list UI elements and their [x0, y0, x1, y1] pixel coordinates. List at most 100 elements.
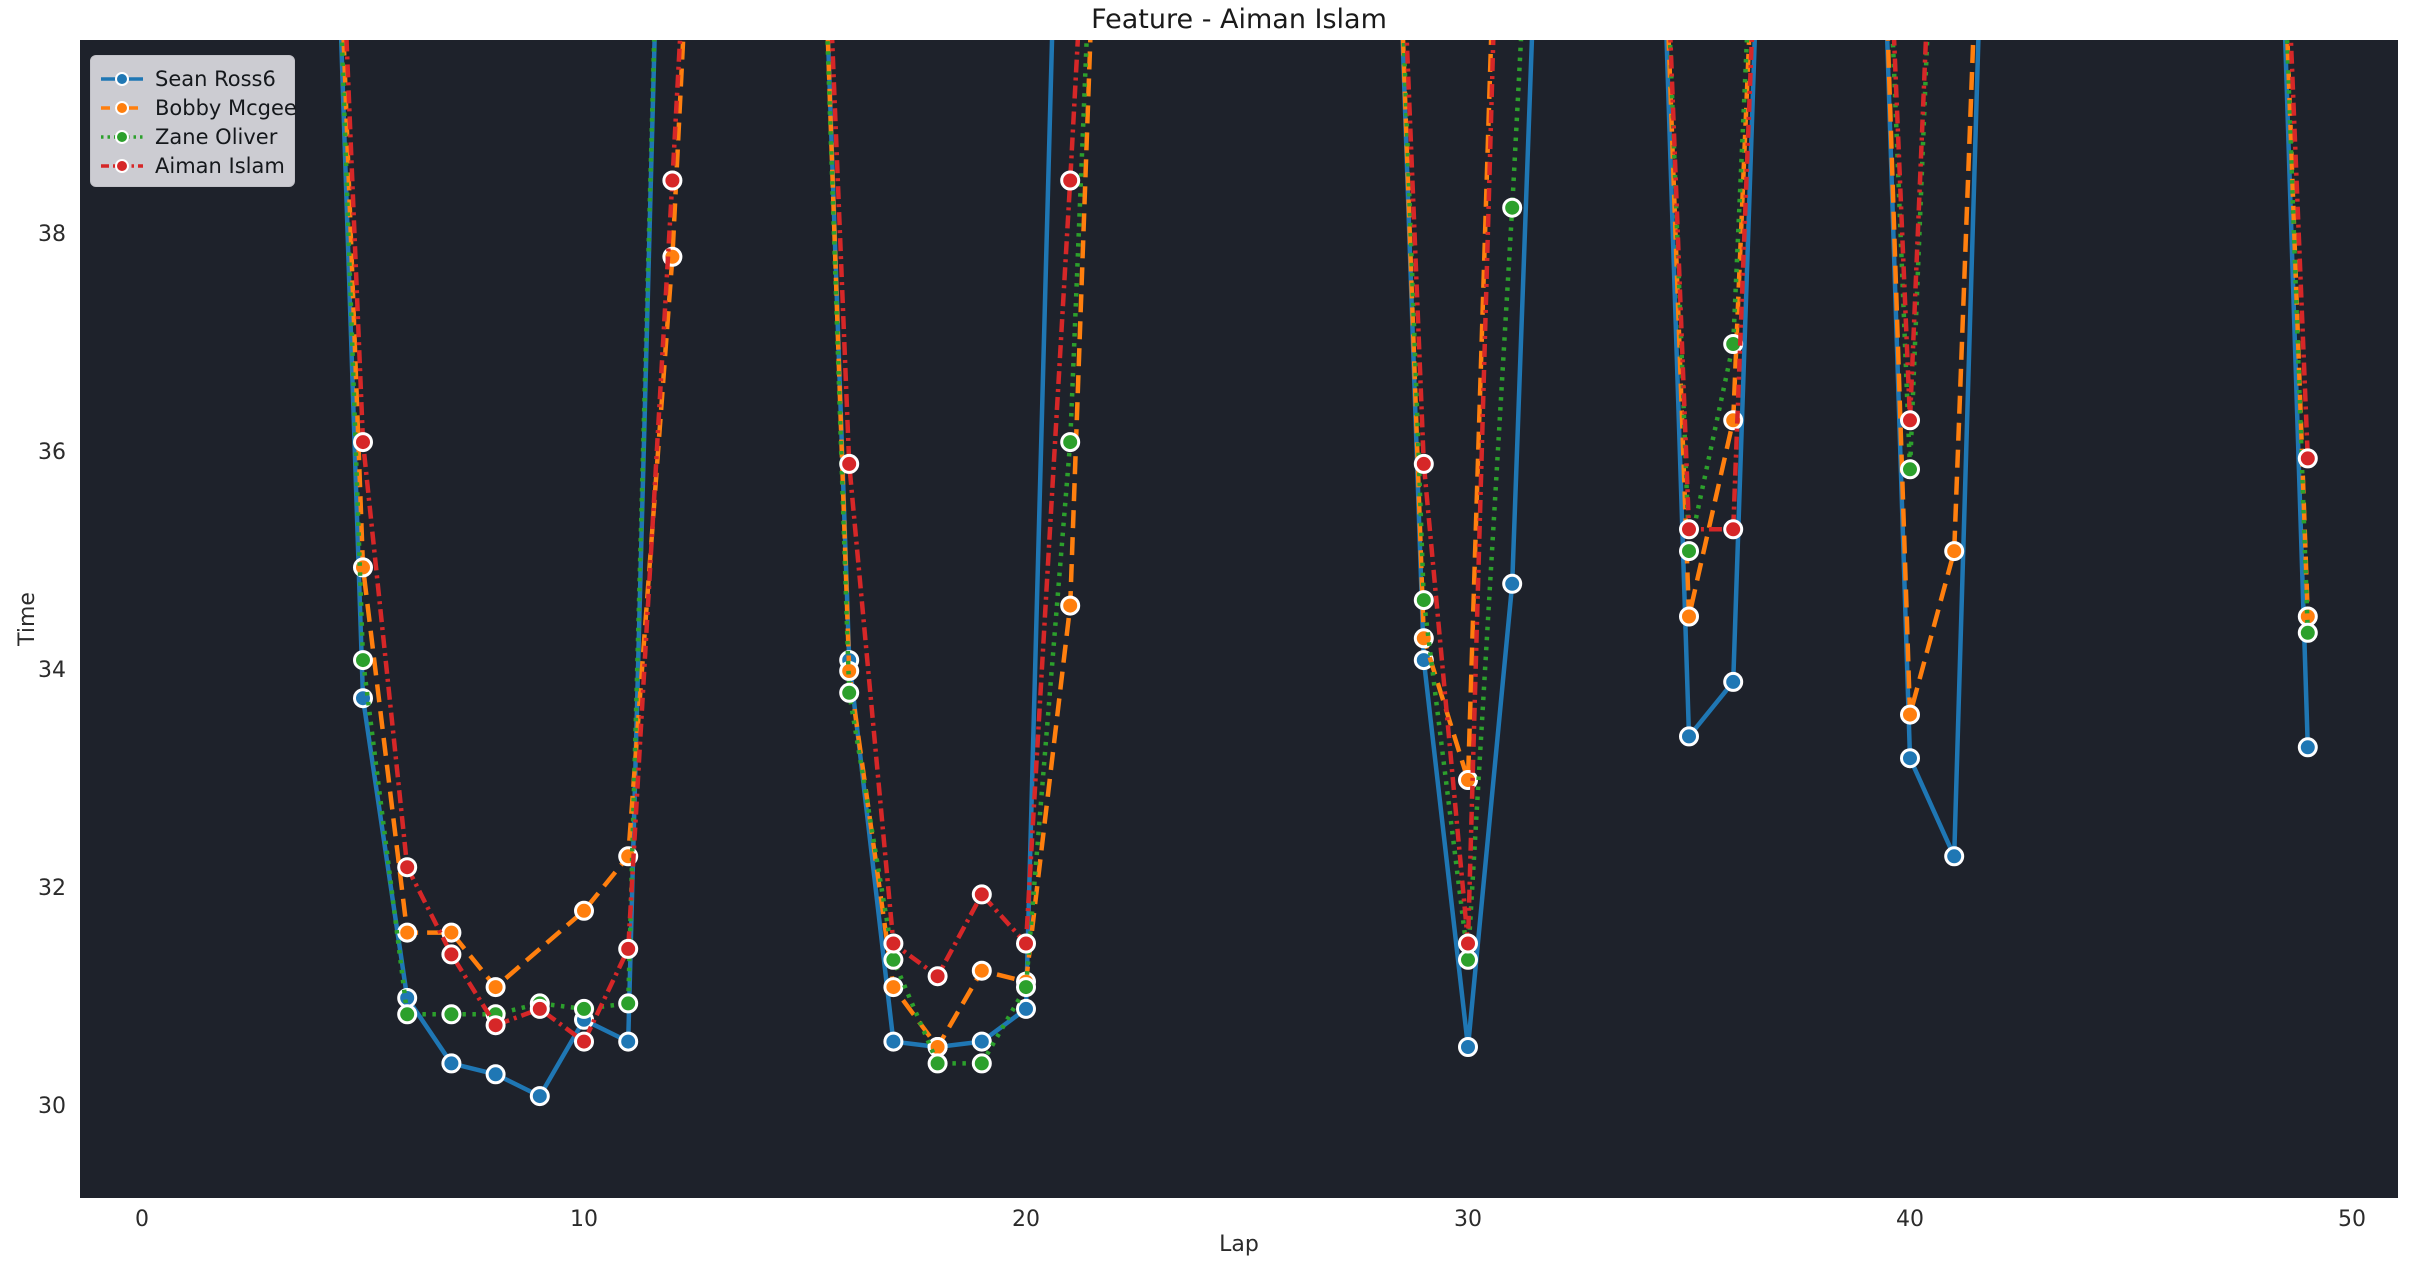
- data-point-marker: [2297, 448, 2318, 469]
- data-point-marker: [2297, 622, 2318, 643]
- y-tick-36: 36: [38, 439, 66, 465]
- data-point-marker: [883, 933, 904, 954]
- data-point-marker: [1016, 977, 1036, 998]
- data-point-marker: [971, 1031, 992, 1052]
- data-point-marker: [397, 1004, 418, 1025]
- data-point-marker: [927, 966, 948, 987]
- x-tick-10: 10: [570, 1207, 598, 1232]
- x-axis-label: Lap: [1219, 1232, 1259, 1257]
- data-point-marker: [441, 1053, 462, 1074]
- data-point-marker: [839, 453, 860, 474]
- data-point-marker: [1502, 197, 1523, 218]
- series-bobby-mcgee: [341, 40, 2318, 1057]
- legend-item-aiman-islam: Aiman Islam: [99, 151, 285, 180]
- data-point-marker: [441, 1004, 462, 1025]
- chart-title: Feature - Aiman Islam: [1091, 4, 1387, 35]
- data-point-marker: [353, 650, 373, 671]
- data-point-marker: [529, 1086, 550, 1107]
- data-point-marker: [2297, 737, 2318, 758]
- data-point-marker: [1723, 519, 1744, 540]
- data-point-marker: [1900, 704, 1920, 725]
- plot-area: [80, 40, 2398, 1198]
- data-point-marker: [1502, 573, 1523, 594]
- data-point-marker: [353, 557, 373, 578]
- series-line: [344, 40, 2311, 1046]
- data-point-marker: [618, 993, 639, 1014]
- series-line: [341, 40, 2311, 1052]
- x-tick-30: 30: [1453, 1207, 1482, 1232]
- x-tick-50: 50: [2337, 1207, 2366, 1232]
- y-axis-label: Time: [15, 592, 40, 646]
- series-zane-oliver: [339, 40, 2318, 1074]
- data-point-marker: [1679, 606, 1699, 627]
- data-point-marker: [441, 922, 462, 943]
- data-point-marker: [1458, 1037, 1478, 1057]
- data-point-marker: [1944, 541, 1965, 562]
- legend-item-sean-ross6: Sean Ross6: [99, 64, 284, 93]
- data-point-marker: [397, 857, 418, 878]
- y-tick-38: 38: [38, 221, 66, 247]
- legend-label: Aiman Islam: [155, 153, 285, 178]
- data-point-marker: [485, 1064, 506, 1085]
- legend-label: Bobby Mcgee: [155, 95, 297, 120]
- data-point-marker: [1016, 933, 1036, 954]
- series-aiman-islam: [344, 40, 2318, 1052]
- data-point-marker: [839, 682, 860, 703]
- data-point-marker: [1679, 519, 1699, 540]
- x-tick-20: 20: [1012, 1207, 1040, 1232]
- data-point-marker: [883, 977, 904, 998]
- data-point-marker: [971, 884, 992, 905]
- data-point-marker: [397, 988, 418, 1008]
- data-point-marker: [397, 922, 418, 943]
- data-point-marker: [1900, 410, 1920, 431]
- data-point-marker: [1060, 170, 1081, 191]
- data-point-marker: [529, 998, 550, 1019]
- data-point-marker: [1679, 726, 1699, 747]
- y-tick-30: 30: [38, 1093, 66, 1119]
- legend-label: Zane Oliver: [155, 124, 278, 149]
- data-point-marker: [1458, 770, 1478, 790]
- data-point-marker: [1944, 846, 1965, 867]
- data-point-marker: [574, 900, 594, 921]
- data-point-marker: [883, 1031, 904, 1052]
- legend-item-zane-oliver: Zane Oliver: [99, 122, 284, 151]
- data-point-marker: [1458, 933, 1478, 954]
- data-point-marker: [971, 960, 992, 981]
- legend: Sean Ross6 Bobby Mcgee Zane Oliver Aiman Is…: [90, 55, 297, 187]
- data-point-marker: [1016, 998, 1036, 1019]
- data-point-marker: [441, 944, 462, 965]
- data-point-marker: [1458, 949, 1478, 970]
- data-point-marker: [485, 977, 506, 998]
- legend-line-sample: [101, 129, 143, 144]
- legend-label: Sean Ross6: [155, 66, 276, 91]
- data-point-marker: [574, 1031, 594, 1052]
- x-tick-0: 0: [135, 1207, 149, 1232]
- data-point-marker: [618, 1031, 639, 1052]
- y-tick-32: 32: [38, 875, 66, 901]
- data-point-marker: [662, 170, 683, 191]
- y-tick-34: 34: [38, 657, 66, 683]
- series-sean-ross6: [338, 40, 2318, 1107]
- data-point-marker: [618, 938, 639, 959]
- data-point-marker: [927, 1053, 948, 1074]
- series-line: [339, 40, 2311, 1066]
- data-point-marker: [485, 1015, 506, 1036]
- data-point-marker: [1723, 671, 1744, 692]
- plot-canvas: [338, 40, 2318, 1107]
- data-point-marker: [1060, 595, 1081, 616]
- data-point-marker: [1413, 453, 1434, 474]
- series-line: [338, 40, 2311, 1100]
- data-point-marker: [883, 949, 904, 970]
- data-point-marker: [1060, 432, 1081, 453]
- x-tick-40: 40: [1895, 1207, 1924, 1232]
- data-point-marker: [1900, 459, 1920, 480]
- data-point-marker: [1413, 590, 1434, 611]
- legend-line-sample: [101, 100, 143, 115]
- data-point-marker: [1900, 748, 1920, 769]
- data-point-marker: [971, 1053, 992, 1074]
- data-point-marker: [353, 432, 373, 453]
- legend-line-sample: [101, 71, 143, 86]
- data-point-marker: [574, 998, 594, 1019]
- data-point-marker: [1679, 541, 1699, 562]
